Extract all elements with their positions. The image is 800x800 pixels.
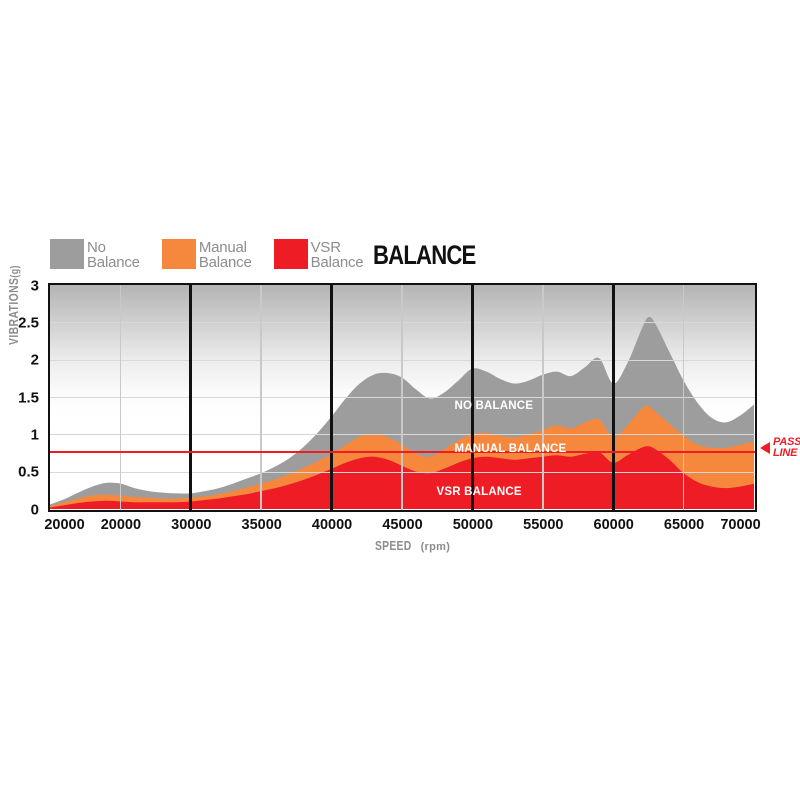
gridline-vertical-minor <box>542 285 544 510</box>
x-tick-label: 45000 <box>382 517 423 533</box>
pass-line-label-line2: LINE <box>773 447 798 459</box>
legend-swatch-manual-balance <box>161 239 196 269</box>
x-tick-label: 65000 <box>663 517 705 533</box>
pass-line-label: PASS LINE <box>773 437 800 459</box>
band-label-vsr-balance: VSR BALANCE <box>436 485 522 498</box>
chart-title: BALANCE <box>373 240 476 270</box>
y-tick-label: 3 <box>30 277 39 294</box>
legend-label-vsr-balance: VSR Balance <box>311 239 364 270</box>
pass-line-callout: PASS LINE <box>760 437 800 459</box>
gridline-vertical-minor <box>401 285 403 510</box>
band-label-manual-balance: MANUAL BALANCE <box>454 442 567 455</box>
gridline-vertical-major <box>189 285 193 510</box>
pass-line <box>50 450 755 453</box>
legend-label-line1: VSR <box>310 239 341 256</box>
x-tick-label: 60000 <box>593 517 634 533</box>
x-axis-ticks: 20000 20000 30000 35000 40000 45000 50000 55000… <box>0 517 800 539</box>
band-label-no-balance: NO BALANCE <box>454 399 534 412</box>
x-tick-label: 30000 <box>171 517 212 533</box>
x-tick-label: 35000 <box>241 517 282 533</box>
gridline-vertical-major <box>611 285 615 510</box>
legend-swatch-vsr-balance <box>273 239 308 269</box>
y-tick-label: 1.5 <box>18 389 39 406</box>
x-tick-label: 40000 <box>311 517 353 533</box>
plot-area: NO BALANCE MANUAL BALANCE VSR BALANCE <box>48 283 757 512</box>
x-tick-label: 55000 <box>523 517 564 533</box>
gridline-vertical-minor <box>119 285 122 510</box>
legend-item-manual-balance[interactable]: Manual Balance <box>161 239 252 270</box>
y-tick-label: 2.5 <box>18 314 39 332</box>
legend-label-line1: No <box>87 239 106 256</box>
legend-item-no-balance[interactable]: No Balance <box>50 239 140 270</box>
legend-label-manual-balance: Manual Balance <box>199 239 252 270</box>
gridline-vertical-minor <box>682 285 685 510</box>
plot-frame: NO BALANCE MANUAL BALANCE VSR BALANCE <box>48 283 757 512</box>
x-tick-label: 50000 <box>452 517 494 533</box>
pass-line-label-line1: PASS <box>773 436 800 448</box>
pass-line-arrow-icon <box>760 442 770 454</box>
legend-label-line1: Manual <box>198 239 247 256</box>
y-tick-label: 1 <box>30 426 39 444</box>
x-tick-label: 70000 <box>720 517 761 533</box>
legend-swatch-no-balance <box>50 239 84 269</box>
legend-label-no-balance: No Balance <box>87 239 140 270</box>
x-tick-label: 20000 <box>100 517 142 533</box>
y-tick-label: 0.5 <box>18 463 39 481</box>
y-axis-title-unit: (g) <box>9 265 21 278</box>
x-axis-title-main: SPEED <box>375 538 412 553</box>
chart-legend: No Balance Manual Balance VSR Balance <box>50 239 385 270</box>
y-axis-ticks: 0 0.5 1 1.5 2 2.5 3 <box>0 0 44 800</box>
gridline-vertical-minor <box>260 285 262 510</box>
x-axis-title-unit: (rpm) <box>420 541 451 553</box>
legend-label-line2: Balance <box>310 254 364 271</box>
gridline-vertical-major <box>330 285 334 510</box>
x-axis-title: SPEED (rpm) <box>375 538 450 553</box>
y-tick-label: 0 <box>30 501 39 518</box>
y-axis-title-main: VIBRATIONS <box>6 277 21 345</box>
legend-label-line2: Balance <box>87 254 140 271</box>
legend-label-line2: Balance <box>198 254 252 271</box>
gridline-vertical-major <box>470 285 474 510</box>
y-axis-title: VIBRATIONS(g) <box>6 265 21 345</box>
x-tick-label: 20000 <box>44 517 85 533</box>
y-tick-label: 2 <box>30 351 39 369</box>
legend-item-vsr-balance[interactable]: VSR Balance <box>273 239 364 270</box>
